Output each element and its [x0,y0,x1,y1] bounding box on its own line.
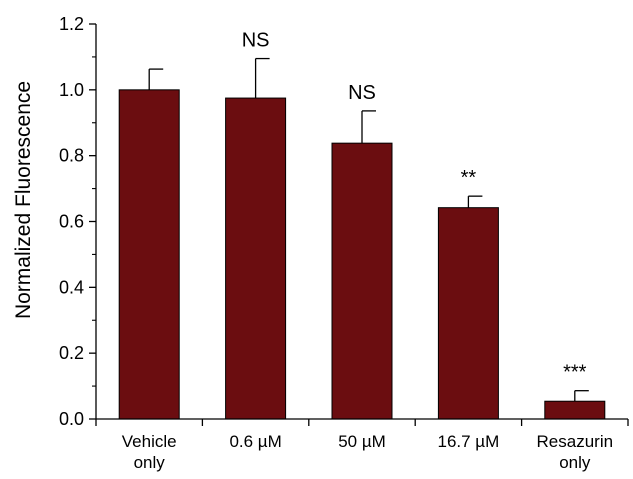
x-tick-label-4-1: only [559,453,591,472]
significance-label-2: NS [348,82,376,104]
bar-1 [225,97,287,420]
significance-label-1: NS [242,30,270,52]
y-tick-label-6: 1.2 [59,14,84,34]
bar-4 [544,400,606,420]
significance-label-3: ** [461,167,477,189]
y-axis-title: Normalized Fluorescence [12,81,35,319]
y-tick-label-4: 0.8 [59,146,84,166]
y-tick-label-3: 0.6 [59,212,84,232]
y-tick-label-1: 0.2 [59,343,84,363]
x-tick-label-2: 50 µM [338,432,386,451]
x-tick-label-0-0: Vehicle [122,432,177,451]
bar-3 [437,207,499,420]
bar-0 [118,89,180,420]
y-tick-label-5: 1.0 [59,80,84,100]
bar-2 [331,142,393,420]
x-tick-label-4-0: Resazurin [537,432,614,451]
significance-label-4: *** [563,362,587,384]
y-tick-label-0: 0.0 [59,409,84,429]
x-tick-label-1: 0.6 µM [229,432,281,451]
x-tick-label-3: 16.7 µM [438,432,500,451]
x-tick-label-0-1: only [134,453,166,472]
y-tick-label-2: 0.4 [59,277,84,297]
axes-layer: Vehicle only 0.6 µM 50 µM 16.7 µM Resazurin on… [59,14,629,472]
